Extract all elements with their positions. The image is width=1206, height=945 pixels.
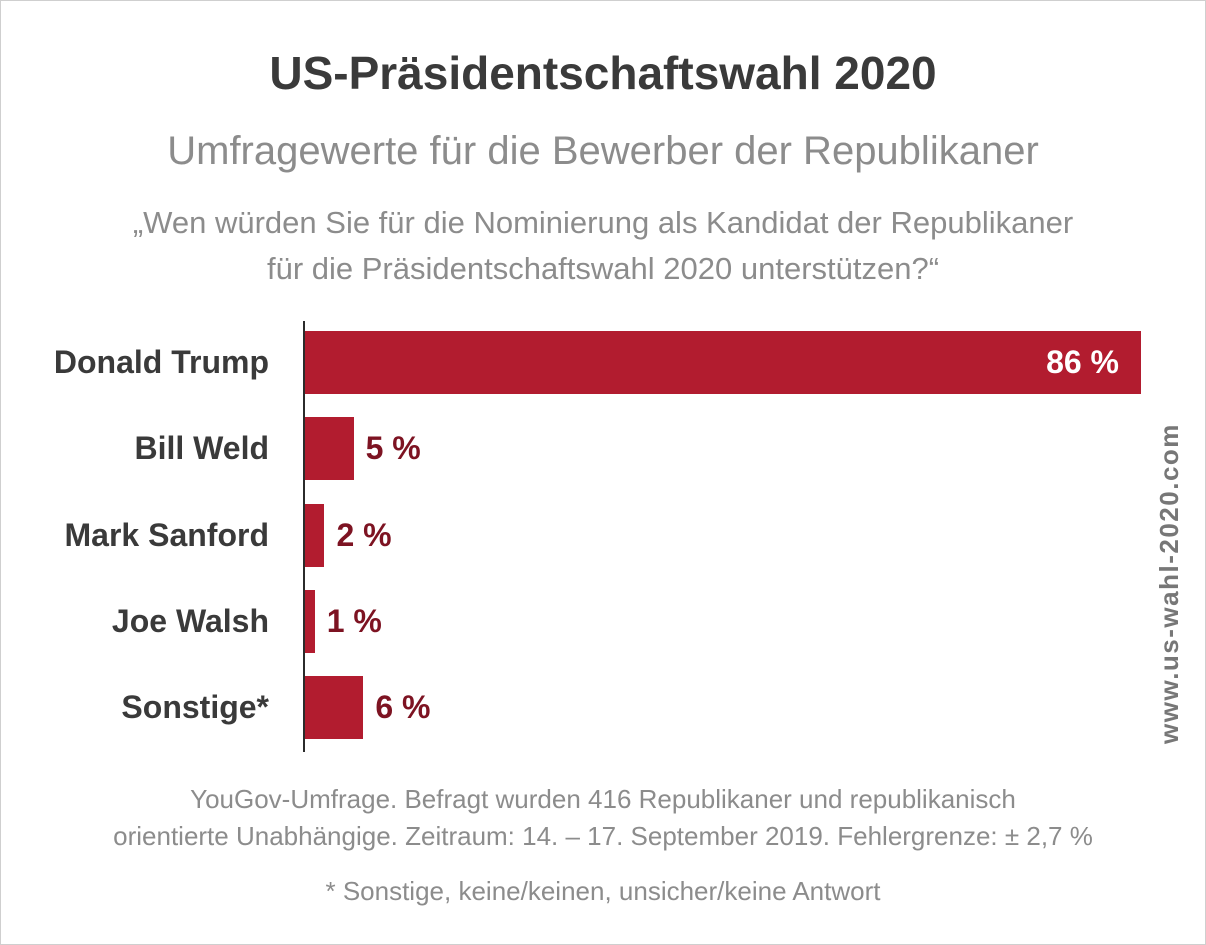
bar-sonstige (305, 676, 363, 739)
value-label-donald-trump: 86 % (1046, 331, 1119, 394)
website-watermark: www.us-wahl-2020.com (1152, 419, 1186, 749)
survey-question: „Wen würden Sie für die Nominierung als … (1, 200, 1205, 292)
bar-row-donald-trump: Donald Trump 86 % (1, 331, 1206, 394)
bar-joe-walsh (305, 590, 315, 653)
bar-donald-trump (305, 331, 1141, 394)
footnote: * Sonstige, keine/keinen, unsicher/keine… (1, 873, 1205, 909)
survey-question-line-1: „Wen würden Sie für die Nominierung als … (1, 200, 1205, 246)
category-label-bill-weld: Bill Weld (1, 417, 269, 480)
chart-infographic: US-Präsidentschaftswahl 2020 Umfragewert… (0, 0, 1206, 945)
chart-title: US-Präsidentschaftswahl 2020 (1, 46, 1205, 100)
bar-row-joe-walsh: Joe Walsh 1 % (1, 590, 1206, 653)
bar-mark-sanford (305, 504, 324, 567)
value-label-mark-sanford: 2 % (336, 504, 391, 567)
value-label-bill-weld: 5 % (366, 417, 421, 480)
chart-subtitle: Umfragewerte für die Bewerber der Republ… (1, 127, 1205, 175)
bar-row-sonstige: Sonstige* 6 % (1, 676, 1206, 739)
source-note-line-1: YouGov-Umfrage. Befragt wurden 416 Repub… (1, 781, 1205, 818)
bar-row-mark-sanford: Mark Sanford 2 % (1, 504, 1206, 567)
value-label-joe-walsh: 1 % (327, 590, 382, 653)
survey-question-line-2: für die Präsidentschaftswahl 2020 unters… (1, 246, 1205, 292)
value-label-sonstige: 6 % (375, 676, 430, 739)
category-label-joe-walsh: Joe Walsh (1, 590, 269, 653)
category-label-mark-sanford: Mark Sanford (1, 504, 269, 567)
source-note-line-2: orientierte Unabhängige. Zeitraum: 14. –… (1, 818, 1205, 855)
bar-bill-weld (305, 417, 354, 480)
category-label-sonstige: Sonstige* (1, 676, 269, 739)
category-label-donald-trump: Donald Trump (1, 331, 269, 394)
bar-row-bill-weld: Bill Weld 5 % (1, 417, 1206, 480)
source-note: YouGov-Umfrage. Befragt wurden 416 Repub… (1, 781, 1205, 855)
